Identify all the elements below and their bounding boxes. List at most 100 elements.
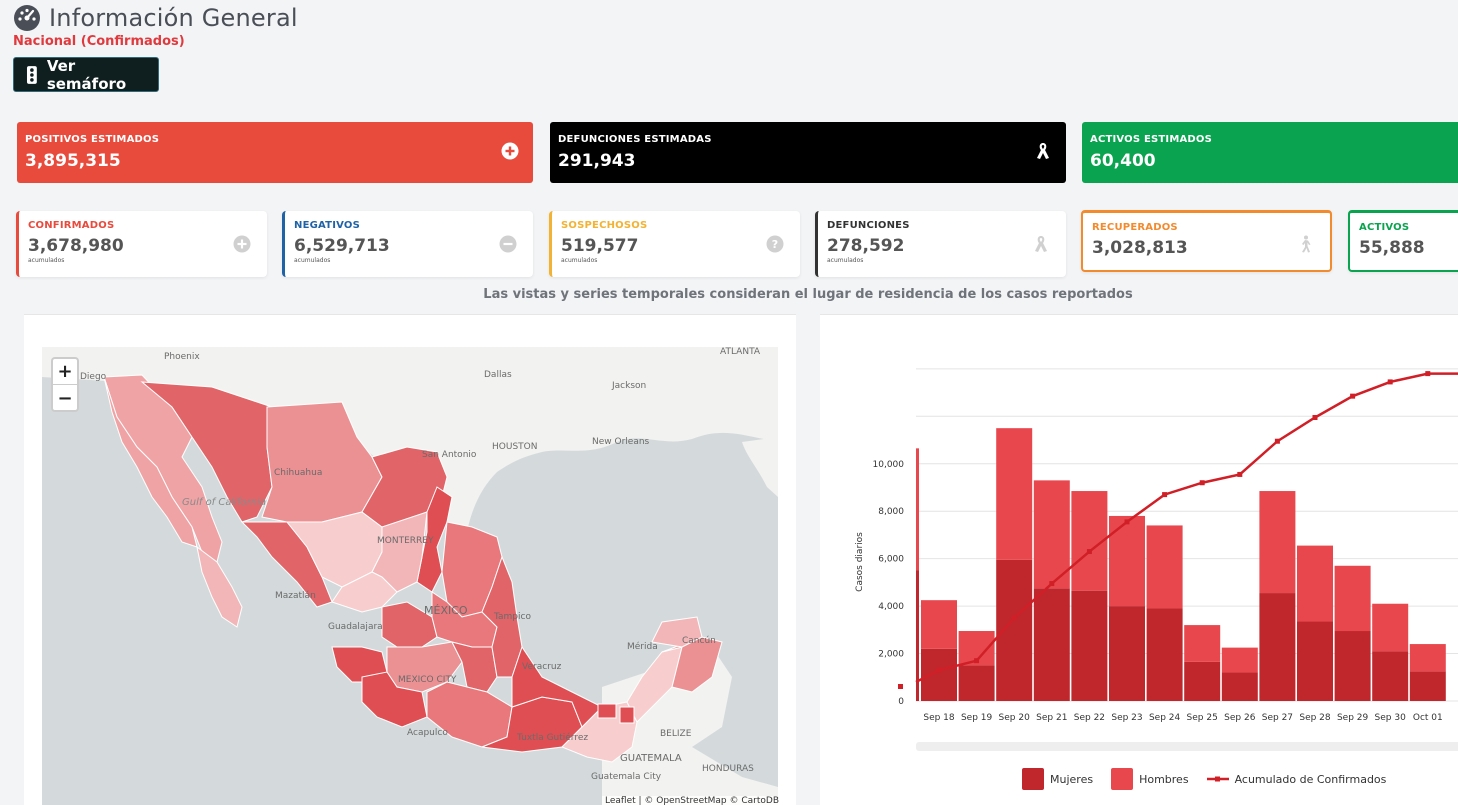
cumulative-point[interactable] [1162,492,1168,498]
bar-hombres[interactable] [1409,644,1446,672]
x-tick-label: Sep 27 [1262,713,1293,723]
cumulative-line [915,372,1458,684]
cumulative-point[interactable] [1350,393,1356,399]
card-sospechosos[interactable]: SOSPECHOSOS 519,577 acumulados ? [549,211,800,277]
x-tick-label: Sep 28 [1299,713,1331,723]
cumulative-point[interactable] [1124,519,1130,525]
bar-hombres[interactable] [1184,625,1221,662]
cumulative-point[interactable] [1425,371,1431,377]
card-activos-estimados[interactable]: ACTIVOS ESTIMADOS 60,400 [1082,122,1458,183]
map-label-houston: HOUSTON [492,442,537,452]
dashboard-gauge-icon [14,5,40,31]
zoom-in-button[interactable]: + [53,359,77,385]
bar-hombres[interactable] [1221,647,1258,673]
card-positivos-estimados[interactable]: POSITIVOS ESTIMADOS 3,895,315 [17,122,533,183]
walking-icon [1302,235,1311,253]
bar-mujeres[interactable] [1334,631,1371,701]
cumulative-point[interactable] [1387,379,1393,385]
choropleth-map[interactable]: Phoenix Dallas Jackson ATLANTA HOUSTON S… [42,347,778,805]
chart-range-slider[interactable] [916,742,1458,751]
question-circle-icon: ? [766,235,784,253]
bar-mujeres[interactable] [958,665,995,701]
bar-mujeres[interactable] [1409,671,1446,701]
bar-mujeres[interactable] [1033,588,1070,701]
bar-hombres[interactable] [1334,565,1371,632]
cumulative-point[interactable] [1049,581,1055,587]
card-recuperados[interactable]: RECUPERADOS 3,028,813 [1081,210,1332,272]
map-attribution[interactable]: Leaflet | © OpenStreetMap © CartoDB [602,796,782,805]
card-negativos[interactable]: NEGATIVOS 6,529,713 acumulados [282,211,533,277]
bar-hombres[interactable] [1033,480,1070,589]
bar-mujeres[interactable] [1184,661,1221,701]
legend-item-hombres[interactable]: Hombres [1111,768,1189,790]
cumulative-point[interactable] [936,667,942,673]
bar-hombres[interactable] [1372,603,1409,652]
bar-mujeres[interactable] [1297,621,1333,701]
legend-item-acumulado[interactable]: Acumulado de Confirmados [1206,773,1386,786]
y-tick-label: 8,000 [878,507,904,517]
chart-x-axis: Sep 18 Sep 19 Sep 20 Sep 21 Sep 22 Sep 23 Sep … [923,713,1443,723]
cumulative-point[interactable] [974,658,980,664]
x-tick-label: Sep 25 [1187,713,1218,723]
cumulative-point[interactable] [1199,480,1205,486]
cumulative-point[interactable] [1086,549,1092,555]
card-label: SOSPECHOSOS [561,220,648,231]
chart-y-label: Casos diarios [855,532,865,592]
legend-item-mujeres[interactable]: Mujeres [1022,768,1093,790]
y-tick-label: 0 [898,697,904,707]
card-value: 291,943 [558,151,636,171]
bar-hombres[interactable] [921,600,957,649]
chart-legend: Mujeres Hombres Acumulado de Confirmados [1022,768,1386,790]
page-header: Información General Nacional (Confirmado… [13,4,298,49]
card-sublabel: acumulados [827,257,864,264]
cumulative-point[interactable] [1312,414,1318,420]
bar-hombres[interactable] [996,428,1033,560]
y-tick-label: 10,000 [873,460,905,470]
card-label: NEGATIVOS [294,220,360,231]
x-tick-label: Sep 24 [1149,713,1181,723]
x-tick-label: Oct 01 [1413,713,1443,723]
bar-hombres[interactable] [1259,491,1296,594]
card-defunciones[interactable]: DEFUNCIONES 278,592 acumulados [815,211,1066,277]
cumulative-point[interactable] [1274,438,1280,444]
bar-mujeres[interactable] [1372,651,1409,701]
map-label-tampico: Tampico [493,612,531,622]
card-confirmados[interactable]: CONFIRMADOS 3,678,980 acumulados [16,211,267,277]
bar-mujeres[interactable] [1259,593,1296,701]
map-label-chihuahua: Chihuahua [274,468,322,478]
x-tick-label: Sep 18 [923,713,955,723]
y-tick-label: 2,000 [878,650,904,660]
legend-swatch [1022,768,1044,790]
bar-hombres[interactable] [1146,525,1183,609]
map-label-monterrey: MONTERREY [377,536,434,546]
card-value: 519,577 [561,236,639,256]
cumulative-point[interactable] [1237,471,1243,477]
map-canvas[interactable]: Phoenix Dallas Jackson ATLANTA HOUSTON S… [42,347,778,805]
y-tick-label: 4,000 [878,602,904,612]
minus-circle-icon [499,235,517,253]
map-label-san-antonio: San Antonio [422,450,477,460]
card-value: 60,400 [1090,151,1156,171]
bar-hombres[interactable] [1109,515,1145,607]
bar-mujeres[interactable] [1221,672,1258,701]
x-tick-label: Sep 21 [1036,713,1067,723]
card-activos[interactable]: ACTIVOS 55,888 [1348,210,1458,272]
map-label-phoenix: Phoenix [164,352,200,362]
bar-hombres[interactable] [1297,545,1333,622]
residence-note: Las vistas y series temporales considera… [483,287,1133,302]
x-tick-label: Sep 23 [1111,713,1142,723]
zoom-out-button[interactable]: − [57,387,73,409]
bar-mujeres[interactable] [1109,606,1145,701]
ver-semaforo-button[interactable]: Ver semáforo [13,57,159,93]
card-value: 278,592 [827,236,905,256]
cumulative-point[interactable] [1011,615,1017,621]
ribbon-icon [1037,143,1049,159]
card-value: 6,529,713 [294,236,390,256]
bar-mujeres[interactable] [921,648,957,701]
card-defunciones-estimadas[interactable]: DEFUNCIONES ESTIMADAS 291,943 [550,122,1066,183]
bar-mujeres[interactable] [1146,608,1183,701]
plus-circle-icon [233,235,251,253]
map-label-diego: Diego [80,372,107,382]
bar-mujeres[interactable] [1071,590,1108,701]
cases-chart: Sep 18 Sep 19 Sep 20 Sep 21 Sep 22 Sep 23 Sep … [855,368,1458,751]
